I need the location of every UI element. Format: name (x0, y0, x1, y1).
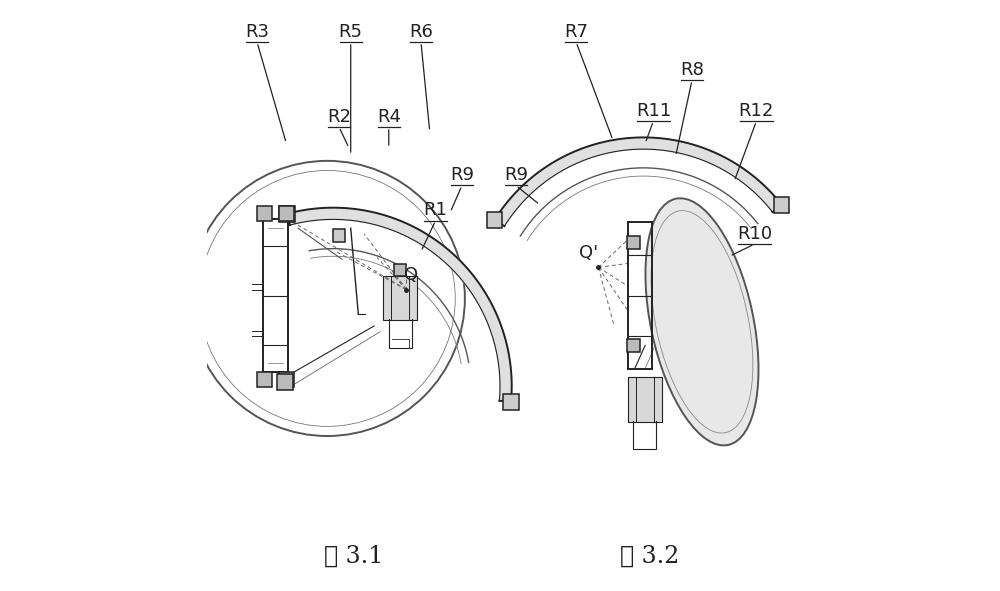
Text: R2: R2 (327, 108, 351, 126)
Text: 图 3.1: 图 3.1 (324, 544, 383, 567)
Text: R7: R7 (564, 23, 588, 41)
FancyBboxPatch shape (279, 206, 294, 221)
FancyBboxPatch shape (394, 264, 406, 275)
Text: R11: R11 (636, 102, 671, 120)
Text: R4: R4 (377, 108, 401, 126)
FancyBboxPatch shape (279, 372, 294, 387)
Text: R8: R8 (680, 61, 704, 79)
Ellipse shape (645, 198, 759, 446)
Polygon shape (287, 207, 512, 402)
FancyBboxPatch shape (333, 229, 345, 242)
Text: R9: R9 (450, 166, 474, 184)
Text: R5: R5 (339, 23, 363, 41)
FancyBboxPatch shape (627, 339, 640, 352)
FancyBboxPatch shape (383, 276, 417, 320)
Text: R6: R6 (409, 23, 433, 41)
FancyBboxPatch shape (627, 236, 640, 249)
Text: Q: Q (404, 266, 418, 284)
FancyBboxPatch shape (503, 394, 519, 410)
FancyBboxPatch shape (279, 206, 295, 222)
FancyBboxPatch shape (257, 206, 272, 221)
Text: R3: R3 (245, 23, 269, 41)
FancyBboxPatch shape (628, 377, 662, 422)
Polygon shape (494, 138, 782, 226)
FancyBboxPatch shape (487, 212, 502, 228)
Text: 图 3.2: 图 3.2 (620, 544, 679, 567)
FancyBboxPatch shape (257, 372, 272, 387)
Text: Q': Q' (579, 243, 599, 262)
FancyBboxPatch shape (774, 197, 789, 213)
Text: R10: R10 (737, 225, 772, 243)
Text: R12: R12 (739, 102, 774, 120)
FancyBboxPatch shape (277, 374, 293, 390)
Text: R9: R9 (504, 166, 528, 184)
Text: R1: R1 (424, 202, 448, 219)
